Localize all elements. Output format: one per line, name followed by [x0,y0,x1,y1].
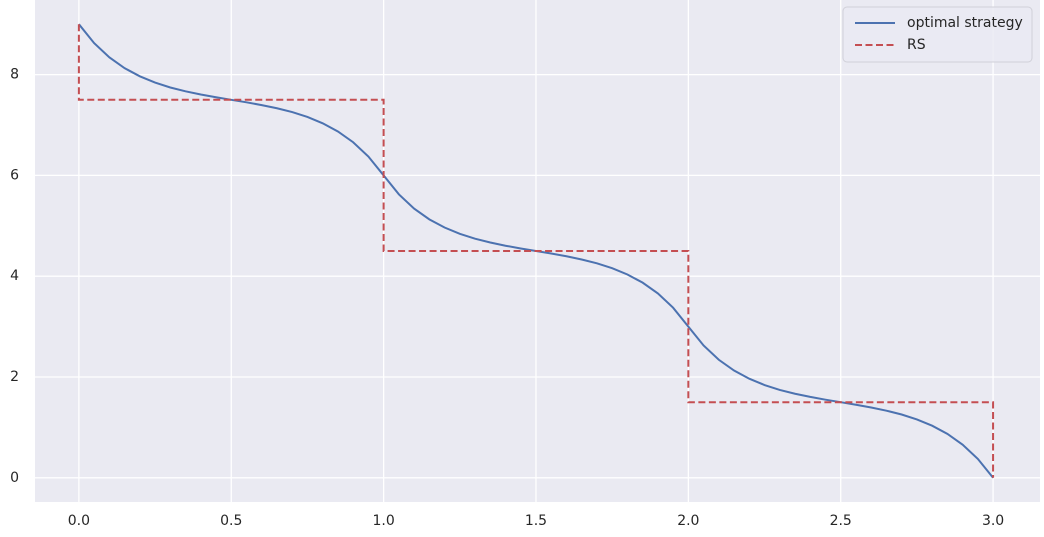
x-tick-label: 1.5 [525,513,547,529]
x-tick-label: 0.5 [220,513,242,529]
x-tick-label: 2.5 [830,513,852,529]
y-tick-label: 4 [10,268,19,284]
y-tick-label: 6 [10,167,19,183]
x-tick-label: 1.0 [372,513,394,529]
legend-label: optimal strategy [907,15,1023,31]
x-tick-label: 3.0 [982,513,1004,529]
x-tick-label: 0.0 [68,513,90,529]
y-tick-label: 2 [10,369,19,385]
y-tick-label: 8 [10,67,19,83]
y-tick-label: 0 [10,470,19,486]
legend-label: RS [907,37,926,53]
x-tick-label: 2.0 [677,513,699,529]
line [77,24,995,478]
legend-box [842,6,1033,63]
